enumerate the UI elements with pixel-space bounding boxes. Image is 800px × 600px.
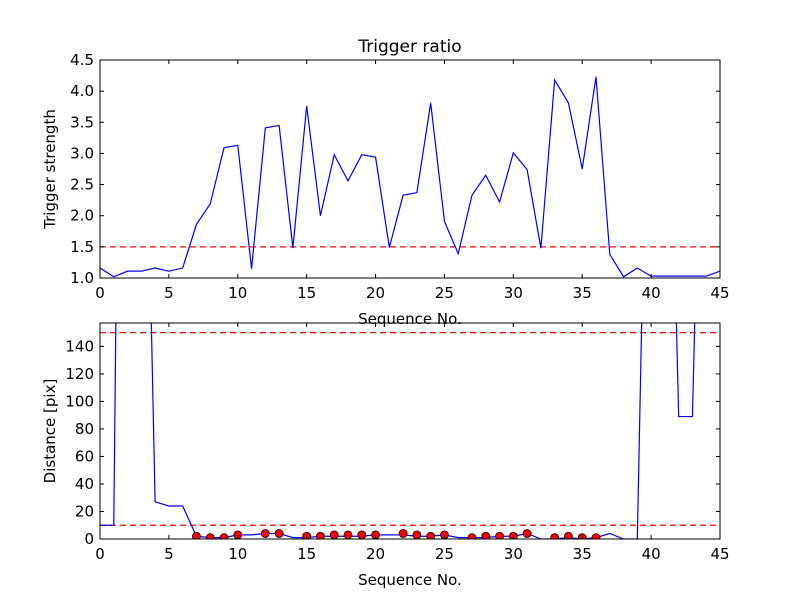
y-tick-label: 3.0 xyxy=(70,144,94,162)
y-tick-label: 3.5 xyxy=(70,113,94,131)
axes-frame xyxy=(99,59,721,279)
data-point xyxy=(481,531,491,539)
x-tick-label: 45 xyxy=(710,545,729,563)
data-point xyxy=(329,530,339,539)
x-tick-label: 20 xyxy=(366,284,385,302)
data-point xyxy=(495,531,504,539)
y-tick-label: 80 xyxy=(75,420,94,438)
y-tick-label: 100 xyxy=(65,392,94,410)
y-tick-label: 140 xyxy=(65,337,94,355)
y-tick-label: 120 xyxy=(65,365,94,383)
x-tick-label: 30 xyxy=(504,545,523,563)
x-tick-label: 30 xyxy=(504,284,523,302)
x-tick-label: 0 xyxy=(95,545,105,563)
chart-title: Trigger ratio xyxy=(357,37,461,57)
y-tick-label: 20 xyxy=(75,502,94,520)
series-line xyxy=(100,76,720,278)
plot-area xyxy=(100,76,720,278)
x-axis-label: Sequence No. xyxy=(358,571,462,589)
x-tick-label: 15 xyxy=(297,545,316,563)
y-tick-label: 40 xyxy=(75,475,94,493)
x-tick-label: 40 xyxy=(642,284,661,302)
x-tick-label: 10 xyxy=(228,284,247,302)
data-point xyxy=(398,529,408,538)
data-point xyxy=(260,529,270,538)
data-point xyxy=(467,533,477,539)
chart-distance: 0 5 10 15 20 25 30 35 40 45 0 20 40 60 80 100 120 140 Seq… xyxy=(41,322,730,589)
data-point xyxy=(192,531,201,539)
y-axis-label: Trigger strength xyxy=(41,109,59,230)
y-tick-label: 0 xyxy=(84,530,94,548)
x-axis-label: Sequence No. xyxy=(358,310,462,328)
x-tick-label: 0 xyxy=(95,284,105,302)
data-point xyxy=(343,530,353,539)
data-point xyxy=(357,530,367,539)
data-point xyxy=(205,533,215,539)
data-point xyxy=(274,529,284,538)
tick-marks xyxy=(99,323,721,540)
y-tick-label: 2.0 xyxy=(70,207,94,225)
data-point xyxy=(564,531,573,539)
y-tick-label: 2.5 xyxy=(70,176,94,194)
x-tick-label: 25 xyxy=(435,284,454,302)
data-point xyxy=(522,529,532,538)
data-point xyxy=(316,531,325,539)
x-tick-label: 35 xyxy=(573,545,592,563)
y-tick-label: 60 xyxy=(75,447,94,465)
data-point xyxy=(219,533,229,539)
x-tick-label: 10 xyxy=(228,545,247,563)
data-point xyxy=(412,530,422,539)
x-tick-label: 45 xyxy=(710,284,729,302)
data-point xyxy=(550,533,560,539)
y-tick-label: 4.0 xyxy=(70,82,94,100)
x-tick-label: 35 xyxy=(573,284,592,302)
y-tick-label: 1.0 xyxy=(70,269,94,287)
x-tick-label: 40 xyxy=(642,545,661,563)
x-tick-label: 25 xyxy=(435,545,454,563)
tick-marks xyxy=(99,59,721,279)
tick-labels: 0 5 10 15 20 25 30 35 40 45 0 20 40 60 80 100 120 140 xyxy=(65,337,729,563)
x-tick-label: 15 xyxy=(297,284,316,302)
x-tick-label: 5 xyxy=(164,545,174,563)
y-axis-label: Distance [pix] xyxy=(41,379,59,484)
data-point xyxy=(591,533,601,539)
data-point xyxy=(426,531,436,539)
series-line xyxy=(100,323,696,539)
chart-trigger-ratio: 0 5 10 15 20 25 30 35 40 45 1.0 1.5 2.0 2.5 3.0 3.5 4.0 4… xyxy=(41,37,730,328)
y-tick-label: 1.5 xyxy=(70,238,94,256)
axes-frame xyxy=(99,322,721,540)
tick-labels: 0 5 10 15 20 25 30 35 40 45 1.0 1.5 2.0 2.5 3.0 3.5 4.0 4… xyxy=(70,51,729,302)
y-tick-label: 4.5 xyxy=(70,51,94,69)
x-tick-label: 5 xyxy=(164,284,174,302)
plot-area xyxy=(100,323,720,539)
x-tick-label: 20 xyxy=(366,545,385,563)
